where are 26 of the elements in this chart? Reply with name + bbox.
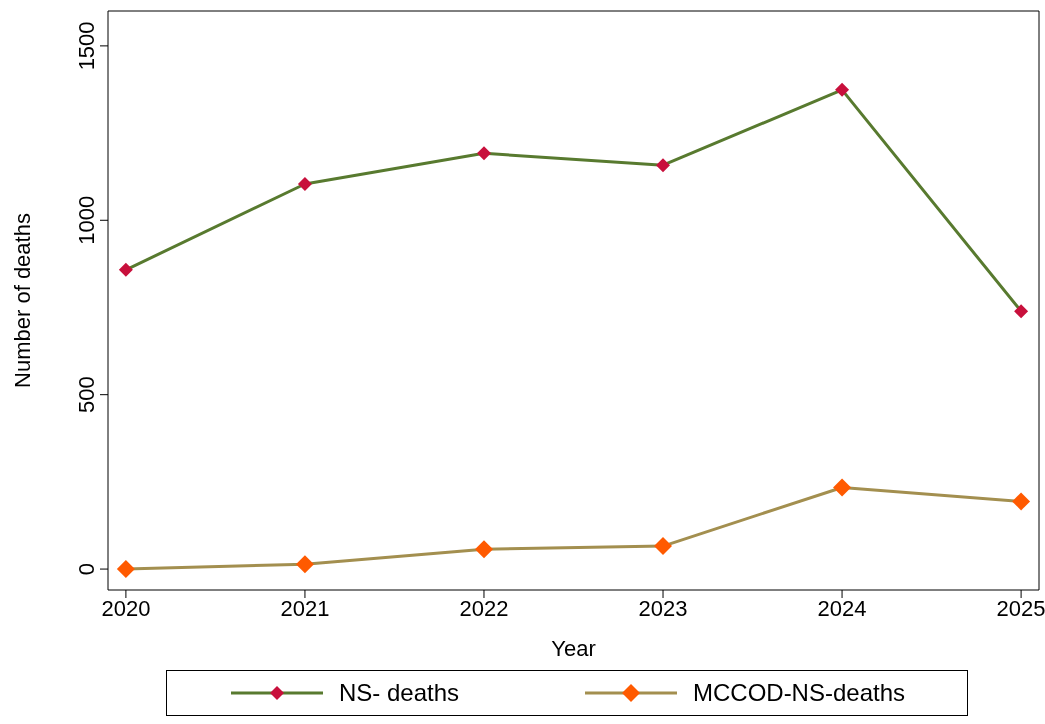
point xyxy=(116,560,135,579)
point xyxy=(656,158,671,173)
point xyxy=(833,478,852,497)
x-tick-label: 2023 xyxy=(638,595,688,621)
y-tick-label: 0 xyxy=(74,562,99,576)
x-tick-label: 2021 xyxy=(280,595,330,621)
point xyxy=(474,540,493,559)
y-axis-title: Number of deaths xyxy=(9,213,35,388)
x-tick-label: 2024 xyxy=(817,595,867,621)
legend-label: NS- deaths xyxy=(338,679,460,707)
y-tick-label: 1000 xyxy=(74,195,99,245)
point xyxy=(297,177,312,191)
x-tick-label: 2022 xyxy=(459,595,509,621)
x-tick-label: 2020 xyxy=(101,595,151,621)
y-tick-label: 500 xyxy=(74,376,99,414)
point xyxy=(1014,304,1029,319)
y-tick-label: 1500 xyxy=(74,21,99,71)
point xyxy=(835,82,850,97)
x-tick-label: 2025 xyxy=(996,595,1045,621)
point xyxy=(476,146,491,161)
point xyxy=(295,555,314,574)
legend-label: MCCOD-NS-deaths xyxy=(692,679,906,707)
x-axis-title: Year xyxy=(551,636,596,661)
point xyxy=(1012,492,1031,511)
point xyxy=(654,537,673,556)
point xyxy=(118,262,133,277)
